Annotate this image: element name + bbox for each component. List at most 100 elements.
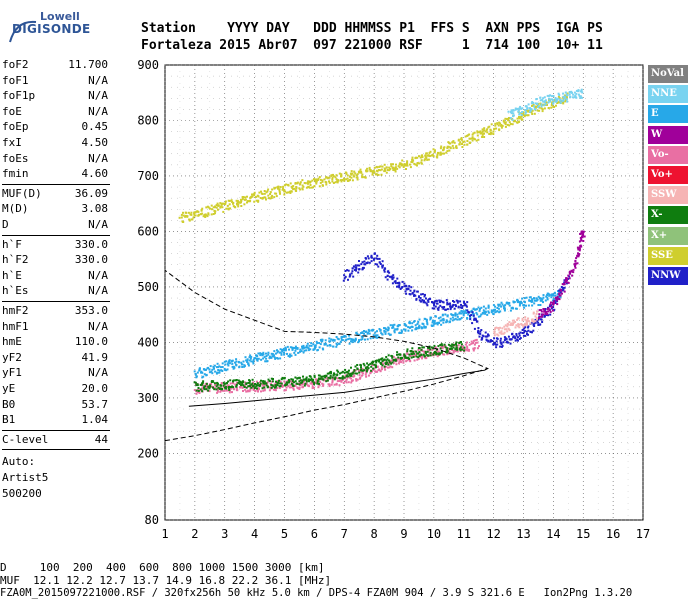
echo-point-x bbox=[420, 348, 423, 351]
echo-point-e bbox=[426, 323, 429, 326]
echo-point-nne bbox=[579, 97, 582, 99]
echo-point-x bbox=[418, 351, 421, 353]
echo-point-x bbox=[452, 346, 455, 349]
echo-point-x bbox=[336, 373, 339, 376]
echo-point-x bbox=[380, 363, 383, 365]
echo-point-vo bbox=[402, 358, 405, 361]
echo-point-sse bbox=[317, 177, 320, 180]
echo-point-x bbox=[309, 379, 311, 381]
header-columns: Station YYYY DAY DDD HHMMSS P1 FFS S AXN… bbox=[141, 21, 603, 36]
echo-point-e bbox=[462, 314, 465, 317]
echo-point-x bbox=[272, 385, 275, 388]
echo-point-sse bbox=[219, 206, 222, 209]
echo-point-sse bbox=[295, 187, 298, 190]
echo-point-sse bbox=[389, 167, 392, 170]
echo-point-e bbox=[537, 304, 540, 306]
echo-point-e bbox=[533, 302, 536, 305]
echo-point-nnw bbox=[361, 268, 364, 271]
echo-point-vo bbox=[283, 389, 286, 392]
echo-point-e bbox=[268, 356, 271, 359]
echo-point-sse bbox=[562, 101, 564, 104]
echo-point-nne bbox=[548, 100, 551, 103]
echo-point-nnw bbox=[465, 305, 468, 308]
echo-point-nnw bbox=[366, 261, 369, 264]
echo-point-vo bbox=[216, 391, 219, 394]
echo-point-nnw bbox=[426, 299, 429, 302]
echo-point-vo bbox=[336, 377, 339, 380]
echo-point-e bbox=[557, 295, 560, 298]
echo-point-sse bbox=[499, 122, 502, 125]
echo-point-x bbox=[446, 350, 449, 353]
echo-point-vo bbox=[375, 370, 378, 373]
echo-point-vo bbox=[392, 355, 395, 358]
echo-point-sse bbox=[384, 169, 387, 172]
echo-point-vo bbox=[268, 389, 271, 392]
echo-point-vo bbox=[365, 371, 368, 374]
echo-point-w bbox=[566, 278, 568, 281]
echo-point-sse bbox=[500, 126, 503, 129]
y-tick-label: 900 bbox=[137, 58, 159, 72]
echo-point-sse bbox=[509, 123, 512, 125]
echo-point-nnw bbox=[489, 339, 492, 342]
echo-point-sse bbox=[201, 207, 204, 210]
echo-point-e bbox=[542, 294, 545, 297]
echo-point-x bbox=[346, 370, 349, 373]
echo-point-nnw bbox=[375, 257, 378, 260]
echo-point-e bbox=[307, 347, 310, 350]
echo-point-nnw bbox=[396, 277, 399, 280]
echo-point-e bbox=[497, 303, 500, 306]
echo-point-sse bbox=[321, 180, 324, 183]
echo-point-nnw bbox=[444, 308, 447, 311]
echo-point-e bbox=[200, 370, 203, 373]
echo-point-vo bbox=[462, 346, 465, 349]
echo-point-vo bbox=[322, 384, 325, 387]
echo-point-e bbox=[391, 324, 394, 327]
echo-point-vo bbox=[250, 384, 253, 387]
echo-point-e bbox=[404, 324, 407, 327]
echo-point-x bbox=[425, 352, 427, 355]
echo-point-vo bbox=[387, 366, 389, 369]
echo-point-sse bbox=[486, 131, 489, 134]
echo-point-ssw bbox=[505, 328, 508, 331]
echo-point-ssw bbox=[535, 313, 538, 315]
echo-point-sse bbox=[420, 159, 423, 162]
echo-point-e bbox=[437, 321, 440, 324]
echo-point-sse bbox=[496, 122, 499, 125]
echo-point-e bbox=[363, 332, 365, 335]
echo-point-x bbox=[459, 349, 462, 352]
echo-point-e bbox=[318, 342, 321, 344]
echo-point-e bbox=[265, 355, 268, 357]
echo-point-e bbox=[542, 296, 545, 299]
echo-point-x bbox=[339, 372, 341, 375]
echo-point-vo bbox=[373, 367, 376, 370]
echo-point-nnw bbox=[524, 326, 527, 329]
echo-point-e bbox=[444, 313, 447, 316]
echo-point-e bbox=[347, 338, 350, 341]
echo-point-e bbox=[523, 304, 526, 307]
echo-point-ssw bbox=[507, 327, 510, 330]
echo-point-sse bbox=[527, 114, 530, 117]
echo-point-x bbox=[312, 378, 315, 381]
echo-point-x bbox=[260, 379, 262, 382]
echo-point-x bbox=[232, 380, 234, 383]
echo-point-sse bbox=[392, 163, 394, 166]
echo-point-x bbox=[251, 382, 254, 385]
echo-point-w bbox=[564, 281, 567, 283]
echo-point-sse bbox=[185, 211, 188, 214]
echo-point-nnw bbox=[360, 263, 363, 266]
echo-point-vo bbox=[276, 380, 279, 382]
echo-point-x bbox=[259, 384, 262, 386]
echo-point-e bbox=[324, 339, 327, 342]
echo-point-x bbox=[251, 378, 254, 381]
echo-point-ssw bbox=[500, 330, 503, 333]
echo-point-ssw bbox=[531, 318, 534, 321]
echo-point-nnw bbox=[426, 304, 429, 307]
echo-point-x bbox=[347, 375, 350, 378]
echo-point-e bbox=[397, 324, 400, 327]
echo-point-sse bbox=[358, 171, 361, 174]
echo-point-nne bbox=[575, 89, 578, 92]
echo-point-x bbox=[245, 386, 248, 389]
echo-point-sse bbox=[219, 205, 222, 208]
param-row-hf2: h`F2 330.0 bbox=[2, 253, 108, 268]
echo-point-x bbox=[446, 347, 449, 350]
